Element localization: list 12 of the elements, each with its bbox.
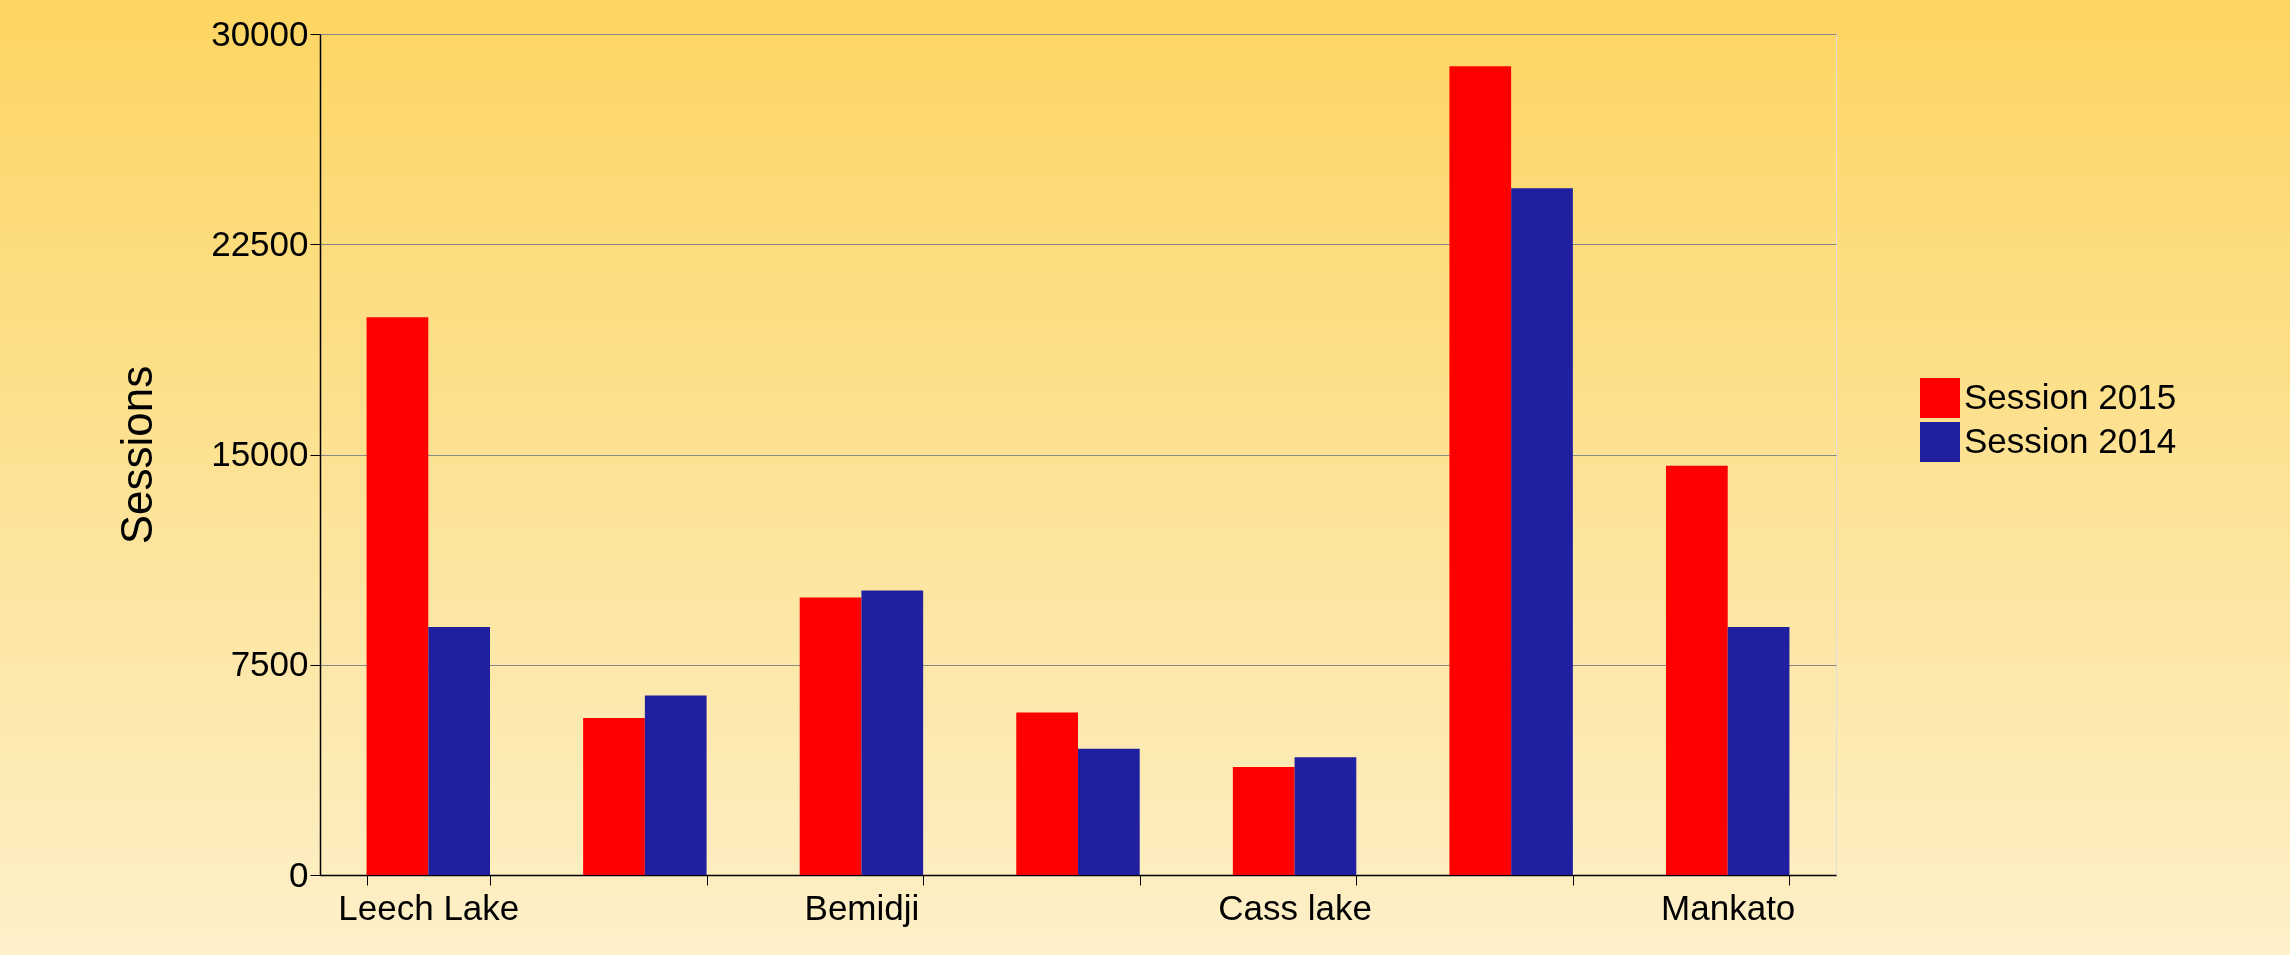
- y-axis-title: Sessions: [112, 365, 162, 545]
- x-tick-label: Mankato: [1661, 887, 1796, 927]
- y-tick-label: 22500: [211, 223, 309, 263]
- x-tick-label: Bemidji: [804, 887, 920, 927]
- y-tick-label: 15000: [211, 434, 309, 473]
- y-tick-label: 30000: [211, 13, 309, 53]
- y-tick-label: 7500: [230, 644, 309, 684]
- legend-label: Session 2014: [1964, 421, 2177, 460]
- x-tick-label: Cass lake: [1218, 887, 1372, 927]
- y-tick-label: 0: [289, 854, 309, 894]
- legend-label: Session 2015: [1964, 377, 2177, 416]
- x-tick-label: Leech Lake: [338, 887, 520, 927]
